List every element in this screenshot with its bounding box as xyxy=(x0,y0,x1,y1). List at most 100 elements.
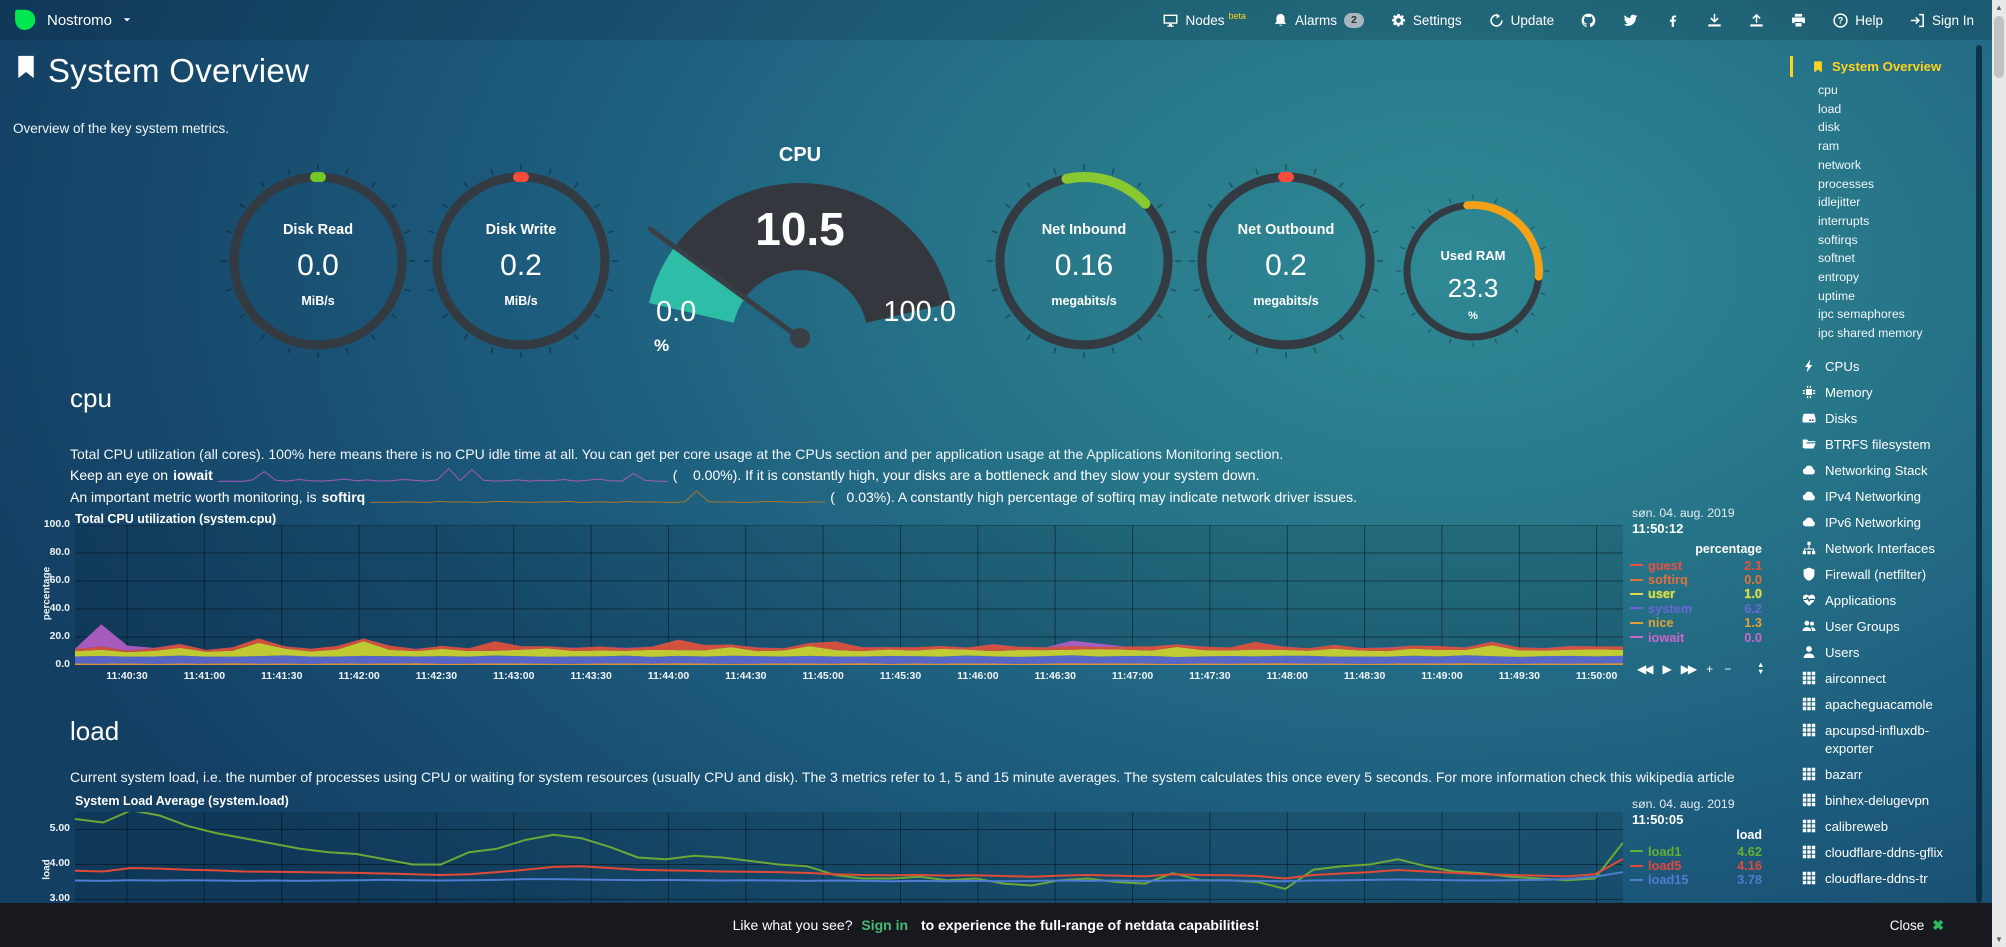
cpu-chart-plot[interactable] xyxy=(75,525,1623,665)
cpu-gauge-value: 10.5 xyxy=(755,203,845,255)
sidebar-sub-item-cpu[interactable]: cpu xyxy=(1818,83,1838,97)
legend-dash-icon xyxy=(1630,636,1643,639)
heartbeat-icon xyxy=(1802,593,1816,607)
legend-row-iowait[interactable]: iowait 0.0 xyxy=(1630,630,1762,645)
sidebar-item-memory[interactable]: Memory xyxy=(1790,380,1974,406)
sidebar-item-apacheguacamole[interactable]: apacheguacamole xyxy=(1790,692,1974,718)
sidebar-item-ipv4-networking[interactable]: IPv4 Networking xyxy=(1790,484,1974,510)
legend-dash-icon xyxy=(1630,864,1643,867)
legend-row-load15[interactable]: load15 3.78 xyxy=(1630,872,1762,887)
sidebar-item-user-groups[interactable]: User Groups xyxy=(1790,614,1974,640)
legend-value: 2.1 xyxy=(1744,557,1762,573)
sidebar-scrollbar[interactable] xyxy=(1976,45,1982,903)
nav-item-twitter[interactable] xyxy=(1623,13,1638,28)
load-description: Current system load, i.e. the number of … xyxy=(70,769,1735,785)
play-icon[interactable]: ▶ xyxy=(1662,662,1671,676)
cpu-gauge-title: CPU xyxy=(778,144,822,166)
gauge-net-inbound[interactable]: Net Inbound 0.16 megabits/s xyxy=(986,163,1182,359)
sidebar-sub-item-load[interactable]: load xyxy=(1818,101,1842,116)
sidebar-item-bazarr[interactable]: bazarr xyxy=(1790,762,1974,788)
signin-link[interactable]: Sign in xyxy=(861,917,909,933)
scroll-up-icon[interactable]: ▲ xyxy=(1995,3,2003,12)
nav-item-nodes[interactable]: Nodes beta xyxy=(1163,11,1246,28)
pan-backward-icon[interactable]: ◀◀ xyxy=(1637,662,1654,676)
sidebar-active-label: System Overview xyxy=(1832,59,1942,74)
hdd-icon xyxy=(1802,411,1816,425)
nav-item-alarms[interactable]: Alarms 2 xyxy=(1273,12,1364,28)
chart-resize-handle[interactable]: ▲ ▼ xyxy=(1757,660,1765,676)
sidebar-sub-item-idlejitter[interactable]: idlejitter xyxy=(1818,195,1861,210)
sidebar-sub-item-ipc-semaphores[interactable]: ipc semaphores xyxy=(1818,307,1905,322)
sidebar-item-firewall-netfilter-[interactable]: Firewall (netfilter) xyxy=(1790,562,1974,588)
nav-item-facebook[interactable] xyxy=(1665,13,1680,28)
nav-item-print[interactable] xyxy=(1791,13,1806,28)
legend-row-load1[interactable]: load1 4.62 xyxy=(1630,844,1762,859)
sidebar-sub-item-ram[interactable]: ram xyxy=(1818,139,1840,154)
sidebar-item-ipv6-networking[interactable]: IPv6 Networking xyxy=(1790,510,1974,536)
cpu-chart[interactable]: Total CPU utilization (system.cpu) perce… xyxy=(41,506,1765,682)
nav-item-import[interactable] xyxy=(1749,13,1764,28)
sidebar-sub-item-disk[interactable]: disk xyxy=(1818,120,1840,135)
scroll-down-icon[interactable]: ▼ xyxy=(1995,935,2003,944)
nav-item-signin[interactable]: Sign In xyxy=(1910,13,1974,28)
sidebar-sub-item-softirqs[interactable]: softirqs xyxy=(1818,232,1858,247)
sidebar-item-calibreweb[interactable]: calibreweb xyxy=(1790,814,1974,840)
sidebar-sub-item-ipc-shared-memory[interactable]: ipc shared memory xyxy=(1818,326,1923,341)
pan-forward-icon[interactable]: ▶▶ xyxy=(1680,662,1698,676)
zoom-out-icon[interactable]: − xyxy=(1724,662,1732,676)
cpu-gauge-needle xyxy=(647,226,803,341)
sidebar-sub-item-uptime[interactable]: uptime xyxy=(1818,288,1855,303)
sidebar-item-label: BTRFS filesystem xyxy=(1825,436,1931,452)
legend-row-guest[interactable]: guest 2.1 xyxy=(1630,557,1762,573)
sidebar-sub-item-softnet[interactable]: softnet xyxy=(1818,251,1855,266)
gauge-disk-write[interactable]: Disk Write 0.2 MiB/s xyxy=(423,163,619,359)
legend-dash-icon xyxy=(1630,878,1643,881)
nav-item-settings[interactable]: Settings xyxy=(1391,13,1462,28)
gauge-label: Disk Read xyxy=(282,221,354,238)
legend-row-system[interactable]: system 6.2 xyxy=(1630,601,1762,616)
nav-item-github[interactable] xyxy=(1581,13,1596,28)
sidebar-item-binhex-delugevpn[interactable]: binhex-delugevpn xyxy=(1790,788,1974,814)
sidebar-item-users[interactable]: Users xyxy=(1790,640,1974,666)
legend-row-user[interactable]: user 1.0 xyxy=(1630,586,1762,601)
sidebar-item-networking-stack[interactable]: Networking Stack xyxy=(1790,458,1974,484)
nav-item-help[interactable]: ? Help xyxy=(1833,13,1883,28)
sidebar-item-apcupsd-influxdb-exporter[interactable]: apcupsd-influxdb-exporter xyxy=(1790,718,1974,762)
gauge-disk-read[interactable]: Disk Read 0.0 MiB/s xyxy=(220,163,416,359)
node-selector[interactable]: Nostromo xyxy=(12,8,132,33)
sidebar-sub-item-network[interactable]: network xyxy=(1818,157,1862,172)
gauge-cpu[interactable]: CPU 10.5 0.0 100.0 % xyxy=(640,144,960,378)
gauge-used-ram[interactable]: Used RAM 23.3 % xyxy=(1396,194,1550,348)
sidebar-item-applications[interactable]: Applications xyxy=(1790,588,1974,614)
nav-item-update[interactable]: Update xyxy=(1489,13,1554,28)
nav-item-export[interactable] xyxy=(1707,13,1722,28)
legend-row-load5[interactable]: load5 4.16 xyxy=(1630,858,1762,874)
cloud-icon xyxy=(1802,515,1816,529)
hostname[interactable]: Nostromo xyxy=(47,11,113,29)
sidebar-item-cloudflare-ddns-gflix[interactable]: cloudflare-ddns-gflix xyxy=(1790,840,1974,866)
sidebar-sub-item-entropy[interactable]: entropy xyxy=(1818,270,1860,285)
sidebar-sub-item-processes[interactable]: processes xyxy=(1818,176,1875,191)
page-subtitle: Overview of the key system metrics. xyxy=(13,121,230,136)
zoom-in-icon[interactable]: + xyxy=(1706,662,1714,676)
scrollbar-thumb[interactable] xyxy=(1994,16,2004,78)
sidebar-item-system-overview[interactable]: System Overview xyxy=(1790,56,1974,77)
sidebar-item-label: bazarr xyxy=(1825,766,1863,782)
nav-label: Help xyxy=(1855,12,1883,28)
sidebar-item-cpus[interactable]: CPUs xyxy=(1790,354,1974,380)
sidebar-item-disks[interactable]: Disks xyxy=(1790,406,1974,432)
sidebar-item-cloudflare-ddns-tr[interactable]: cloudflare-ddns-tr xyxy=(1790,866,1974,892)
page-scrollbar[interactable]: ▲ ▼ xyxy=(1992,0,2006,947)
close-button[interactable]: Close ✖ xyxy=(1890,917,1944,934)
sidebar-item-network-interfaces[interactable]: Network Interfaces xyxy=(1790,536,1974,562)
legend-row-nice[interactable]: nice 1.3 xyxy=(1630,615,1762,630)
sidebar-sub-item-interrupts[interactable]: interrupts xyxy=(1818,213,1870,228)
gauge-net-outbound[interactable]: Net Outbound 0.2 megabits/s xyxy=(1188,163,1384,359)
sidebar-item-airconnect[interactable]: airconnect xyxy=(1790,666,1974,692)
sidebar-item-btrfs-filesystem[interactable]: BTRFS filesystem xyxy=(1790,432,1974,458)
legend-value: 4.16 xyxy=(1737,858,1762,874)
gauge-value: 23.3 xyxy=(1447,272,1499,303)
gauge-label: Net Inbound xyxy=(1041,221,1127,238)
gauge-value: 0.2 xyxy=(1265,249,1307,283)
legend-row-softirq[interactable]: softirq 0.0 xyxy=(1630,572,1762,587)
